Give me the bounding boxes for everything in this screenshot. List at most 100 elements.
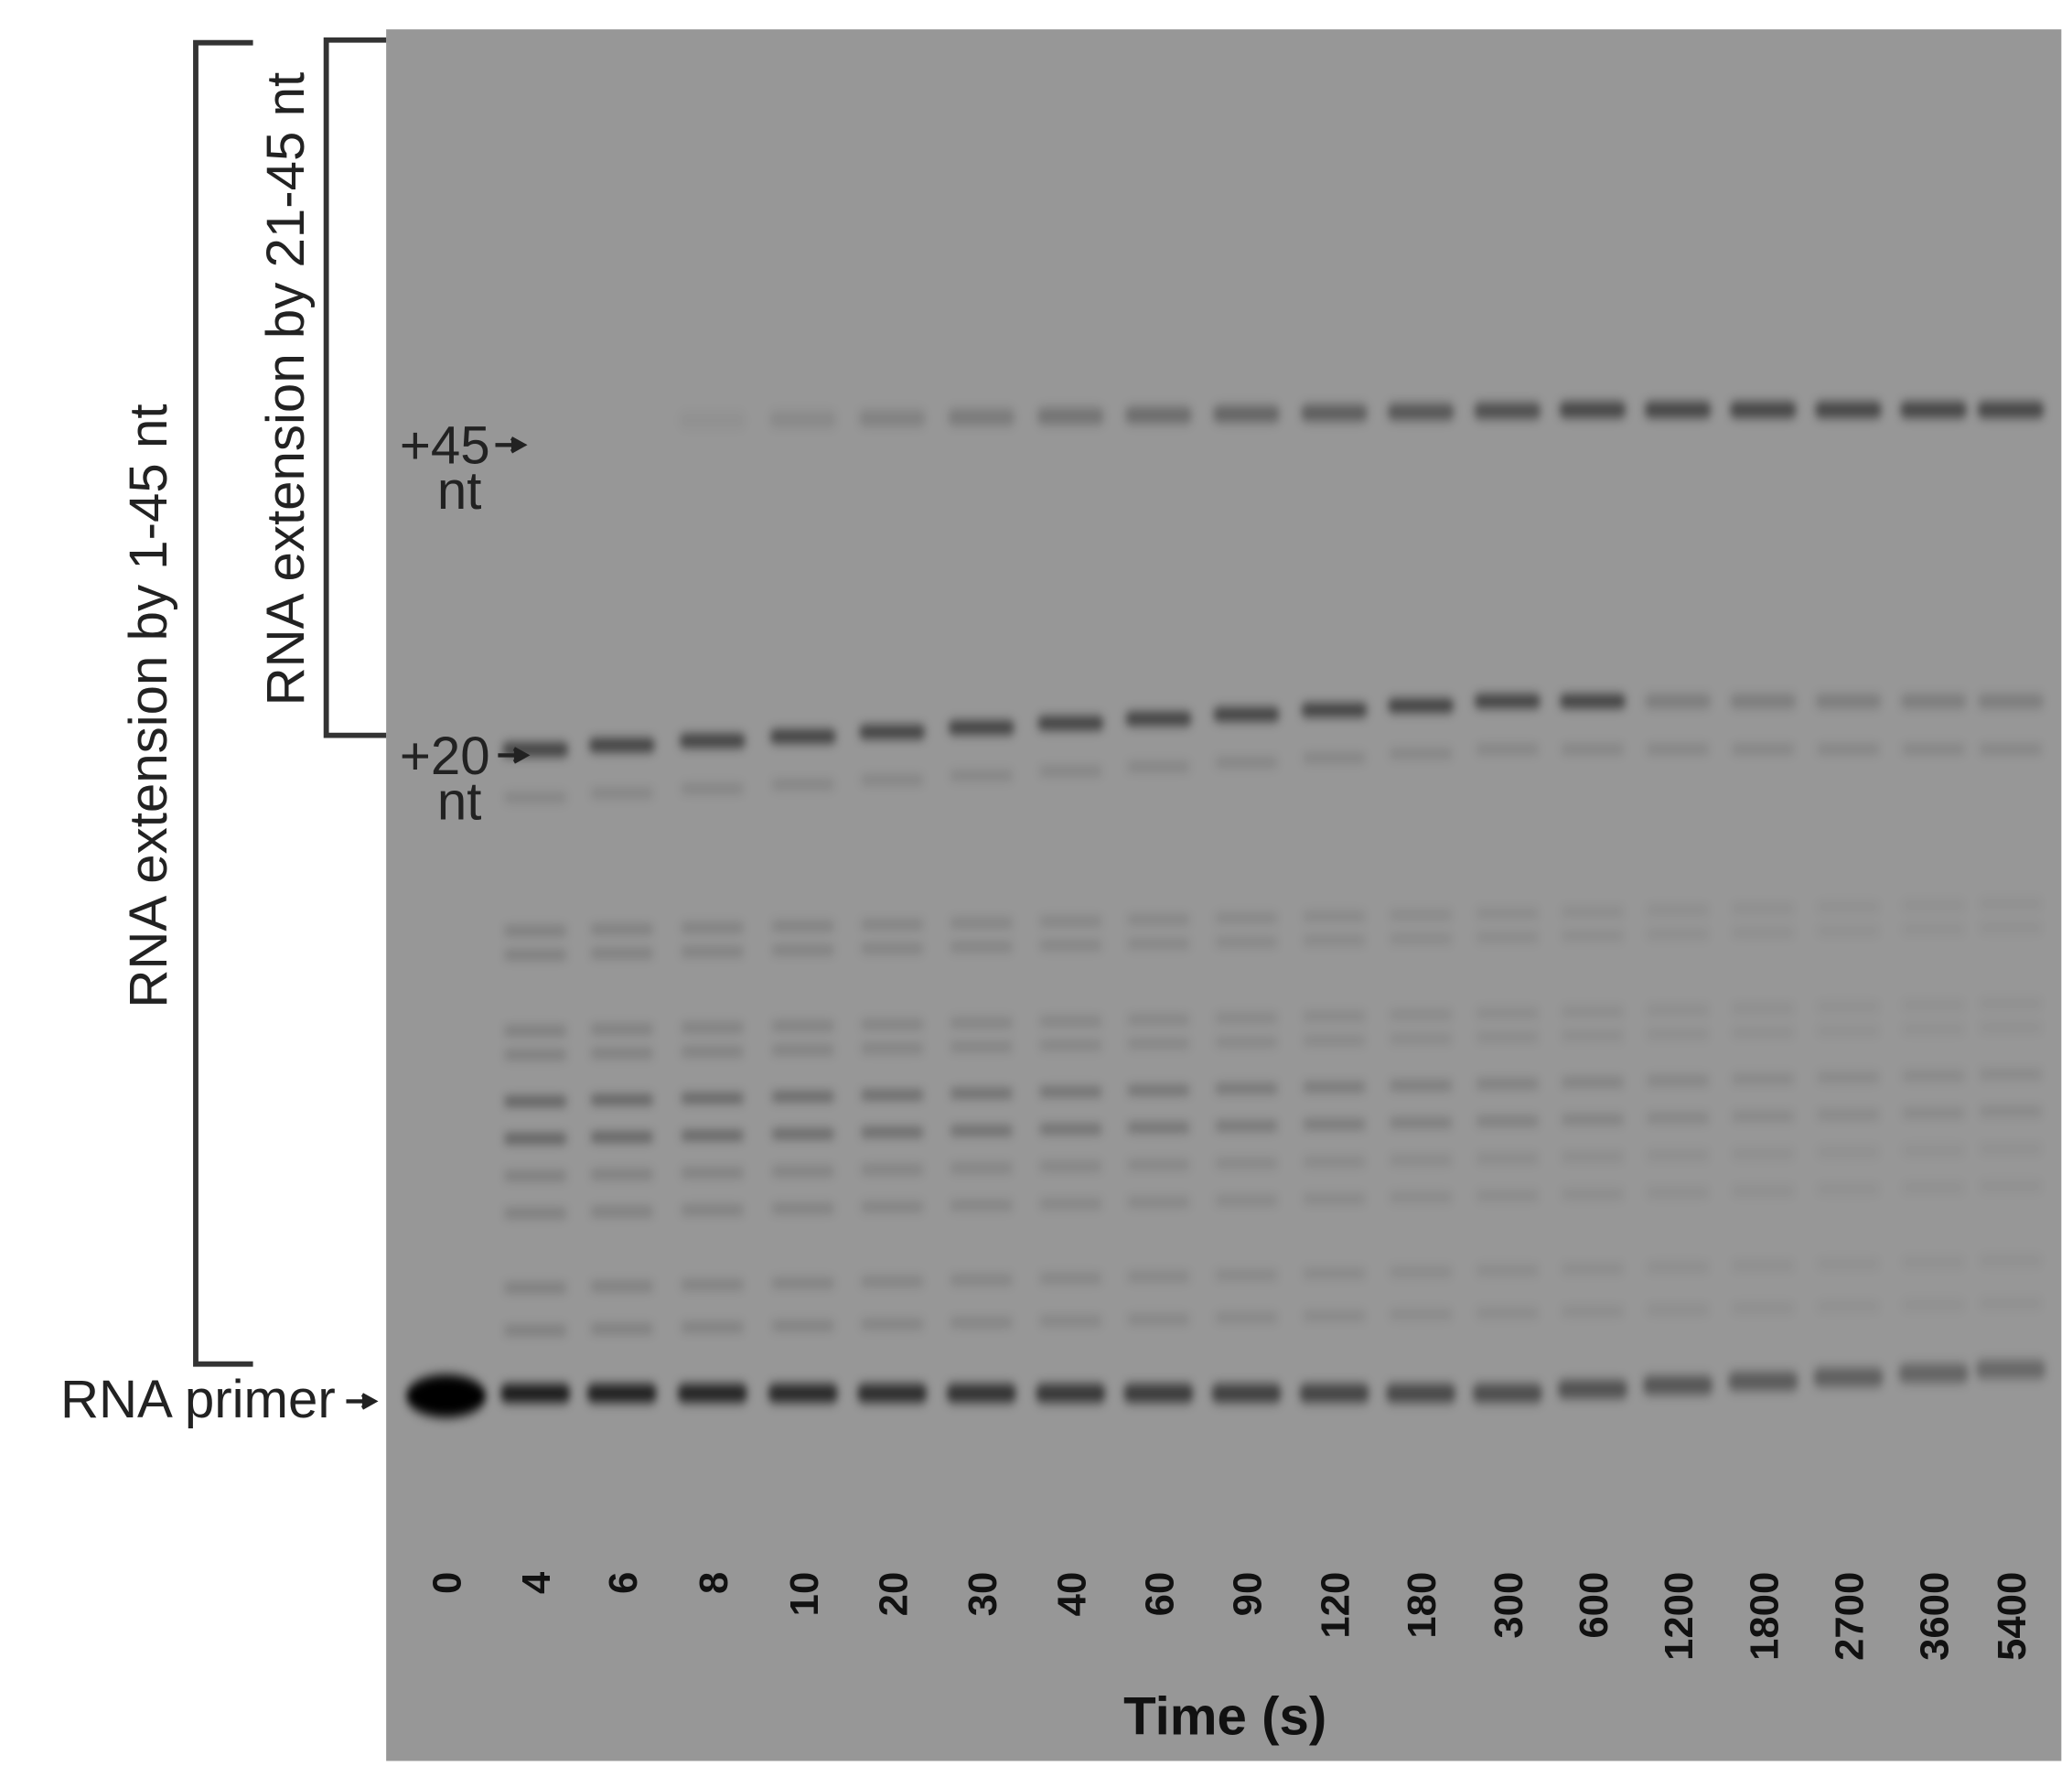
band: [949, 1276, 1014, 1285]
band: [1301, 703, 1368, 717]
lane-label: 6: [601, 1572, 646, 1594]
band: [1561, 1007, 1625, 1016]
band: [1731, 1187, 1796, 1195]
band: [1214, 1196, 1279, 1205]
band: [1387, 698, 1455, 713]
band: [860, 1165, 925, 1174]
band: [1901, 1001, 1966, 1009]
band: [1729, 402, 1797, 418]
bracket-1-45: [193, 39, 253, 1367]
band: [503, 1171, 568, 1180]
band: [1977, 402, 2045, 418]
lane-label: 5400: [1990, 1572, 2034, 1661]
band: [1646, 1305, 1711, 1314]
band: [1214, 1122, 1279, 1130]
band: [589, 1207, 654, 1216]
band: [1979, 923, 2043, 932]
gel-bands: [405, 402, 2045, 1417]
band: [1214, 758, 1279, 767]
band: [949, 1126, 1014, 1136]
band: [860, 1128, 925, 1136]
band: [1302, 1158, 1367, 1166]
band: [1038, 1274, 1103, 1283]
band: [680, 1023, 745, 1032]
band: [770, 921, 835, 931]
band: [1126, 762, 1191, 771]
band: [1816, 1027, 1881, 1035]
band: [1302, 753, 1367, 762]
band: [1475, 1008, 1540, 1018]
band: [680, 1093, 745, 1103]
band: [1816, 926, 1881, 935]
band: [949, 1164, 1014, 1172]
band: [949, 1089, 1014, 1098]
lane-label: 0: [425, 1572, 470, 1594]
band: [860, 1020, 925, 1029]
lane-label: 8: [692, 1572, 736, 1594]
band: [586, 1384, 657, 1403]
band: [1302, 1269, 1367, 1278]
band: [770, 945, 835, 954]
band: [1475, 1080, 1540, 1088]
band: [1126, 1315, 1191, 1324]
lane-label: 600: [1572, 1572, 1616, 1639]
band: [1038, 1017, 1103, 1026]
band: [588, 738, 656, 752]
band: [1038, 1087, 1103, 1096]
band: [1301, 404, 1368, 422]
band: [1816, 1259, 1881, 1268]
arrow: [498, 747, 531, 764]
band: [1646, 1029, 1711, 1039]
band: [1302, 1311, 1367, 1320]
band: [680, 1169, 745, 1178]
band: [405, 1374, 487, 1417]
band: [1389, 1310, 1454, 1319]
band: [1038, 1200, 1103, 1208]
band: [858, 725, 926, 739]
band: [1900, 402, 1968, 418]
band: [1979, 899, 2043, 908]
band: [1475, 1154, 1540, 1163]
band: [1475, 1116, 1540, 1125]
band: [503, 1050, 568, 1060]
lane-label: 40: [1049, 1572, 1094, 1617]
band: [1731, 928, 1796, 937]
band: [503, 951, 568, 959]
band: [770, 1321, 835, 1330]
band: [860, 1202, 925, 1212]
band: [1126, 1015, 1191, 1024]
band: [1299, 1384, 1369, 1403]
band: [1901, 1072, 1966, 1081]
band: [1731, 1304, 1796, 1312]
band: [1302, 1012, 1367, 1021]
band: [1038, 1162, 1103, 1171]
band: [1126, 1160, 1191, 1169]
lane-label: 180: [1400, 1572, 1444, 1639]
band: [1813, 1368, 1884, 1387]
band: [1302, 912, 1367, 921]
bracket-21-45: [323, 37, 387, 738]
band: [1036, 716, 1104, 730]
band: [1646, 930, 1711, 939]
band: [1126, 1039, 1191, 1048]
band: [1979, 1145, 2043, 1153]
band: [1815, 402, 1882, 418]
band: [1898, 1363, 1969, 1384]
band: [860, 920, 925, 929]
band: [860, 1319, 925, 1329]
band: [680, 784, 745, 793]
band: [680, 923, 745, 932]
band: [1979, 745, 2043, 754]
band: [503, 1097, 568, 1105]
band: [1126, 1272, 1191, 1281]
band: [680, 1323, 745, 1331]
band: [1559, 402, 1626, 418]
band: [1646, 1076, 1711, 1085]
band: [1036, 1384, 1106, 1403]
band: [1213, 405, 1280, 423]
band: [1302, 1082, 1367, 1092]
band: [1646, 745, 1711, 754]
band: [1816, 1302, 1881, 1311]
band: [1474, 403, 1541, 419]
band: [1561, 1265, 1625, 1273]
